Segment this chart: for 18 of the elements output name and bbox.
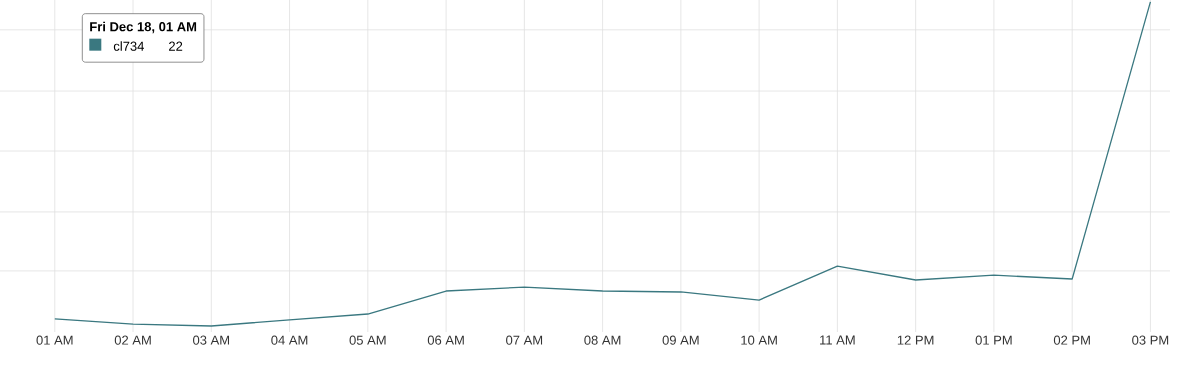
x-tick-label: 11 AM: [820, 335, 855, 345]
x-tick-label: 05 AM: [349, 335, 386, 345]
x-tick-label: 09 AM: [662, 335, 699, 345]
x-tick-label: 04 AM: [271, 335, 308, 345]
x-tick-label: 03 AM: [193, 335, 230, 345]
annotation: Fri Dec 18, 01 AM: [90, 21, 197, 34]
x-tick-label: 07 AM: [506, 335, 543, 345]
x-tick-label: 06 AM: [427, 335, 464, 345]
x-tick-label: 01 PM: [975, 335, 1012, 345]
x-tick-label: 02 PM: [1053, 335, 1090, 345]
x-tick-label: 12 PM: [897, 335, 934, 345]
x-tick-label: 08 AM: [584, 335, 621, 345]
x-tick-label: 02 AM: [114, 335, 151, 345]
x-tick-label: 01 AM: [36, 335, 73, 345]
x-tick-label: 10 AM: [741, 335, 777, 345]
x-tick-label: 03 PM: [1132, 335, 1169, 345]
annotation: 22: [169, 41, 183, 51]
legend-label: cl734: [113, 41, 144, 51]
